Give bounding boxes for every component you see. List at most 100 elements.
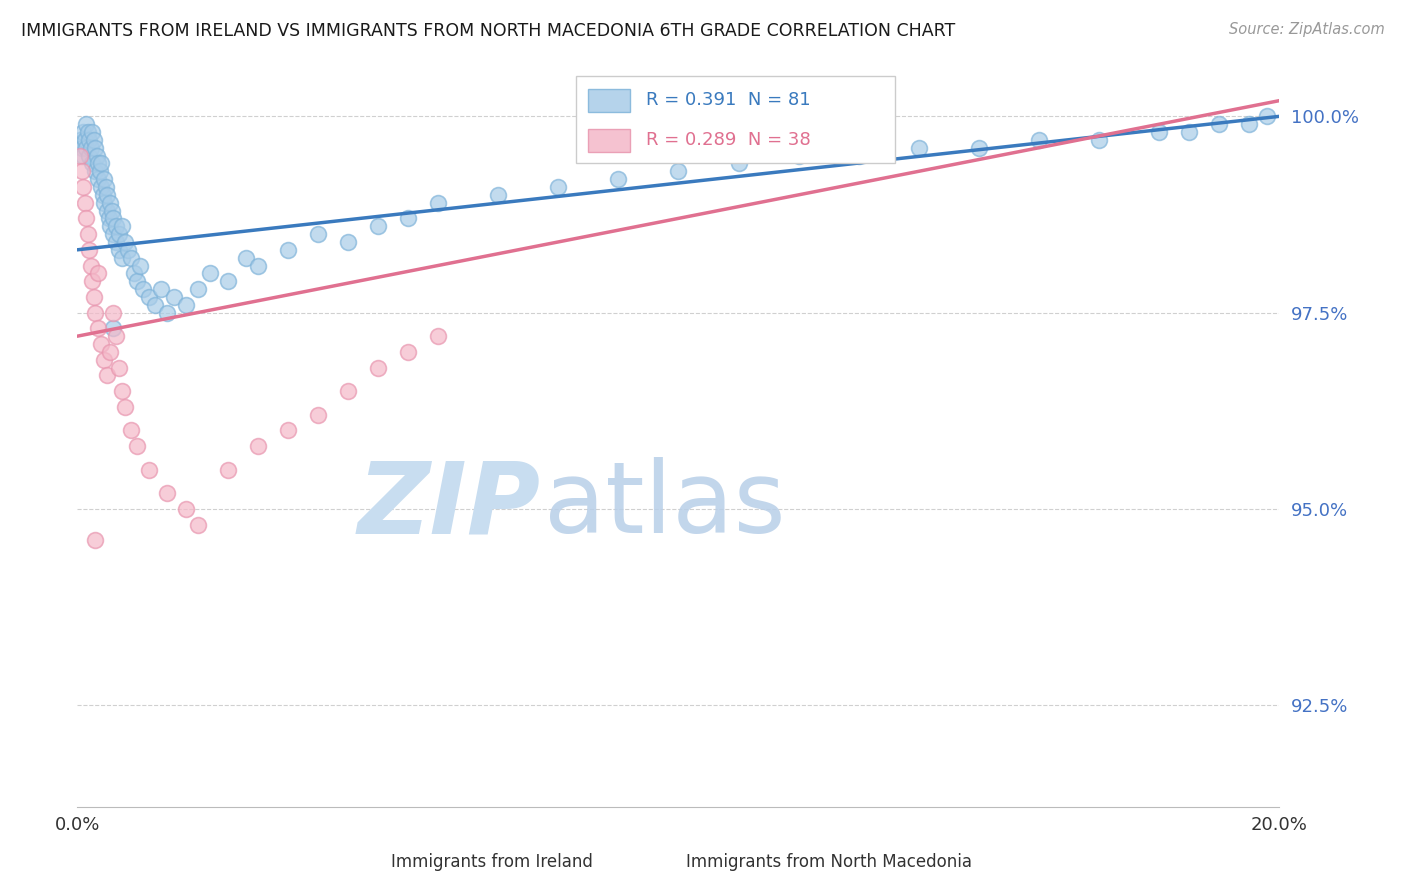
Point (129, 259, 152, 273)
Point (117, 243, 139, 257)
Point (127, 439, 149, 453)
Point (120, 424, 142, 438)
Point (84, 305, 107, 319)
Text: R = 0.289  N = 38: R = 0.289 N = 38 (645, 131, 811, 149)
Point (307, 227, 329, 241)
Text: Immigrants from North Macedonia: Immigrants from North Macedonia (686, 853, 972, 871)
Point (82, 125, 104, 139)
Point (486, 187, 509, 202)
Point (79, 259, 101, 273)
Point (427, 329, 450, 343)
Point (101, 203, 124, 218)
Point (217, 274, 239, 288)
Point (1208, 117, 1230, 131)
Point (235, 251, 257, 265)
Point (307, 408, 329, 422)
Point (103, 227, 125, 241)
Point (132, 282, 155, 296)
Point (1088, 133, 1111, 147)
Point (1256, 109, 1278, 123)
Point (93, 172, 115, 186)
Point (84, 141, 107, 155)
Point (108, 243, 131, 257)
FancyBboxPatch shape (588, 89, 630, 112)
Point (138, 290, 160, 304)
Point (77, 227, 100, 241)
Point (100, 344, 122, 359)
Point (367, 219, 389, 234)
FancyBboxPatch shape (576, 76, 894, 163)
Point (72, 148, 94, 162)
Point (1149, 125, 1171, 139)
Point (75, 141, 97, 155)
Point (90, 156, 112, 170)
Point (787, 148, 810, 162)
Point (82, 156, 104, 170)
Point (87, 156, 110, 170)
Point (156, 305, 179, 319)
Point (75, 211, 97, 226)
Point (75, 117, 97, 131)
Point (72, 125, 94, 139)
Point (547, 180, 569, 194)
Point (84, 533, 107, 548)
Point (187, 282, 209, 296)
Point (114, 235, 136, 249)
Point (87, 172, 110, 186)
Point (83, 133, 105, 147)
Point (396, 344, 419, 359)
Point (89, 164, 111, 178)
Point (97, 211, 120, 226)
Point (145, 298, 167, 312)
FancyBboxPatch shape (588, 129, 630, 152)
Point (79, 148, 101, 162)
Point (103, 211, 125, 226)
Text: IMMIGRANTS FROM IRELAND VS IMMIGRANTS FROM NORTH MACEDONIA 6TH GRADE CORRELATION: IMMIGRANTS FROM IRELAND VS IMMIGRANTS FR… (21, 22, 955, 40)
Point (187, 517, 209, 532)
Point (96, 203, 118, 218)
Point (336, 384, 359, 398)
Point (967, 141, 990, 155)
Point (70, 141, 93, 155)
Point (90, 180, 112, 194)
Point (120, 251, 142, 265)
Point (83, 290, 105, 304)
Point (367, 360, 389, 375)
Point (138, 463, 160, 477)
Point (100, 219, 122, 234)
Point (77, 125, 100, 139)
Point (246, 259, 269, 273)
Point (156, 486, 179, 500)
Point (90, 337, 112, 351)
Point (103, 321, 125, 335)
Point (1178, 125, 1201, 139)
Point (96, 180, 118, 194)
Text: Source: ZipAtlas.com: Source: ZipAtlas.com (1229, 22, 1385, 37)
Text: ZIP: ZIP (357, 458, 540, 554)
Point (105, 235, 128, 249)
Point (848, 148, 870, 162)
Point (668, 164, 690, 178)
Point (174, 298, 197, 312)
Point (70, 164, 93, 178)
Point (908, 141, 931, 155)
Point (82, 274, 104, 288)
Point (150, 282, 173, 296)
Point (108, 360, 131, 375)
Point (1028, 133, 1050, 147)
Point (84, 164, 107, 178)
Point (637, 109, 659, 123)
Point (91, 187, 114, 202)
Point (111, 251, 134, 265)
Point (103, 305, 125, 319)
Point (69, 133, 91, 147)
Point (86, 148, 108, 162)
Point (727, 156, 749, 170)
Point (396, 211, 419, 226)
Text: atlas: atlas (544, 458, 786, 554)
Point (124, 266, 146, 280)
Point (87, 321, 110, 335)
Text: Immigrants from Ireland: Immigrants from Ireland (391, 853, 593, 871)
Point (69, 148, 91, 162)
Point (127, 274, 149, 288)
